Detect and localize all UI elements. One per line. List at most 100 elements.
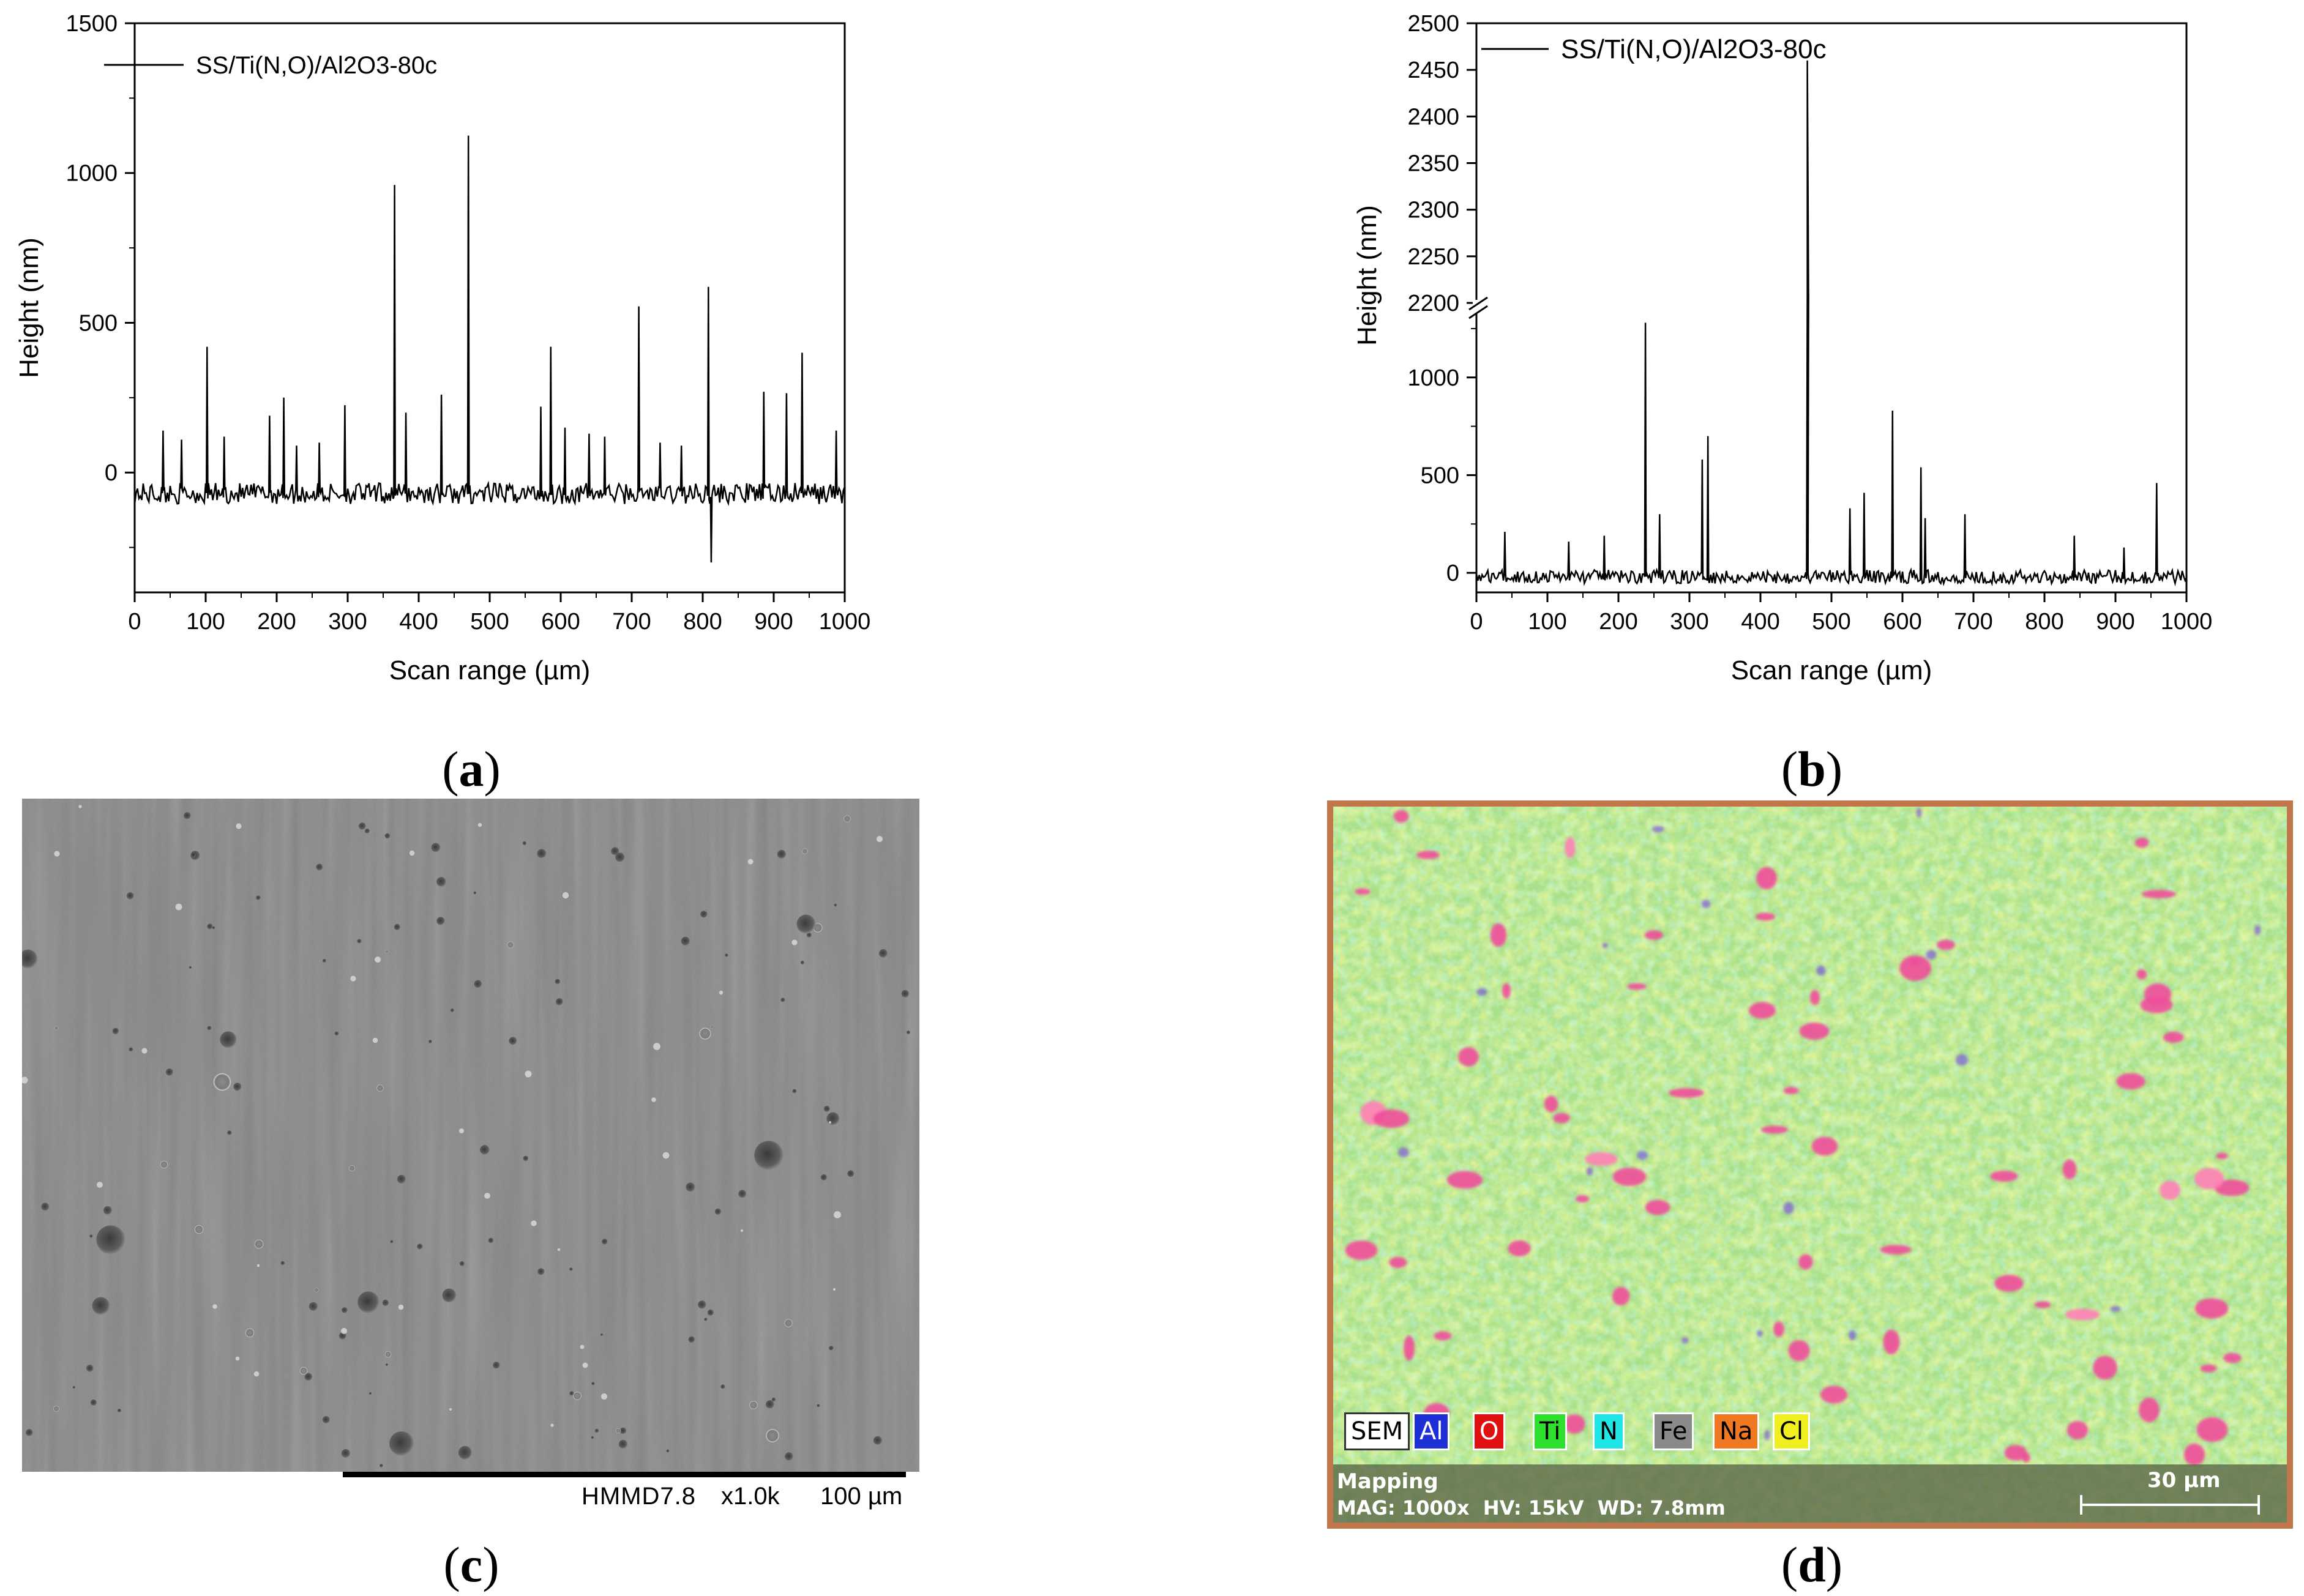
sem-particle — [212, 926, 215, 930]
sem-particle — [714, 1208, 722, 1215]
eds-particle — [1563, 1414, 1585, 1434]
eds-particle — [1434, 1331, 1452, 1341]
chart-a-xtick-label: 700 — [612, 609, 651, 635]
chart-b-xtick-label: 700 — [1954, 609, 1992, 635]
sem-particle — [368, 1392, 372, 1395]
eds-particle — [1880, 1245, 1912, 1255]
sem-particle — [357, 1291, 380, 1313]
sem-particle — [569, 1391, 574, 1396]
chart-b-xtick-label: 800 — [2025, 609, 2063, 635]
sem-particle — [220, 1031, 237, 1048]
eds-legend-al: Al — [1413, 1412, 1450, 1450]
sem-bright-spot — [662, 1152, 670, 1159]
sem-bright-spot — [341, 1328, 347, 1334]
eds-particle — [1749, 1002, 1776, 1019]
sem-particle — [509, 1037, 517, 1045]
eds-particle — [2214, 1179, 2250, 1196]
eds-particle — [1373, 1109, 1410, 1128]
sem-particle — [523, 1155, 529, 1162]
sem-particle — [785, 1452, 793, 1461]
eds-particle-minor — [1757, 1330, 1763, 1337]
sem-bright-spot — [78, 805, 82, 808]
sem-particle — [591, 1436, 594, 1439]
eds-particle-minor — [1637, 1150, 1648, 1160]
sem-particle — [227, 1130, 232, 1135]
sem-particle — [705, 908, 708, 912]
sem-particle — [823, 1105, 831, 1113]
sem-bright-spot — [372, 1037, 378, 1043]
eds-legend-o: O — [1473, 1412, 1506, 1450]
sem-bright-spot — [832, 1288, 836, 1291]
sem-scale-label: 100 µm — [820, 1483, 903, 1510]
sem-particle — [117, 1408, 122, 1413]
sem-particle — [103, 1206, 113, 1215]
eds-particle — [2142, 890, 2176, 898]
sem-particle — [594, 1428, 599, 1433]
sem-particle — [451, 1009, 454, 1012]
chart-a-ytick-label: 500 — [79, 310, 118, 336]
eds-particle — [1644, 930, 1664, 940]
sem-particle — [309, 1302, 318, 1311]
chart-a-ytick-label: 1500 — [65, 11, 118, 37]
sem-particle — [323, 959, 326, 963]
sem-particle — [22, 949, 38, 969]
sem-particle — [384, 833, 391, 839]
eds-particle — [1990, 1171, 2018, 1182]
sem-bright-spot — [791, 939, 798, 945]
sem-particle — [817, 1404, 820, 1408]
sem-bright-spot — [557, 1248, 561, 1251]
sem-particle — [436, 877, 446, 887]
sem-particle — [189, 966, 192, 969]
sem-particle — [364, 828, 370, 834]
sem-particle — [698, 1300, 706, 1309]
chart-a: SS/Ti(N,O)/Al2O3-80c 0 100 200 300 400 500 600… — [14, 11, 870, 685]
eds-particle-minor — [1916, 807, 1922, 818]
sem-particle — [754, 1141, 784, 1170]
sem-particle — [394, 923, 401, 931]
eds-particle — [1508, 1240, 1531, 1257]
sem-particle — [41, 1203, 50, 1211]
sem-particle — [765, 1428, 780, 1443]
sem-particle — [89, 1234, 93, 1238]
sem-particle — [666, 1449, 670, 1453]
eds-particle — [1756, 912, 1775, 921]
sem-particle — [286, 1374, 289, 1377]
sem-particle — [480, 1145, 490, 1155]
eds-particle — [1811, 1136, 1838, 1156]
sem-particle — [901, 990, 910, 998]
sem-bright-spot — [600, 1393, 608, 1400]
sem-particle — [92, 1297, 110, 1315]
sem-particle — [376, 1084, 384, 1092]
sem-bright-spot — [22, 1076, 28, 1084]
sem-bright-spot — [747, 859, 754, 865]
sem-particle — [488, 1237, 494, 1244]
sem-bright-spot — [531, 1220, 537, 1226]
eds-particle — [2144, 983, 2172, 1006]
eds-particle — [1585, 1152, 1618, 1166]
sem-particle — [194, 1225, 204, 1234]
sem-particle — [569, 1267, 573, 1271]
eds-particle — [1544, 1095, 1558, 1113]
sem-particle — [86, 1365, 94, 1372]
sem-bright-spot — [236, 823, 242, 829]
sem-particle — [686, 1182, 695, 1192]
sem-particle — [316, 863, 323, 871]
sem-particle — [72, 1385, 76, 1389]
eds-particle — [2062, 1159, 2077, 1180]
chart-b-xtick-label: 500 — [1812, 609, 1850, 635]
eds-particle — [1798, 1254, 1813, 1270]
sem-particle — [507, 941, 514, 949]
chart-b-ytick-label: 2250 — [1407, 244, 1459, 270]
caption-c: (c) — [443, 1537, 499, 1592]
sem-particle — [436, 917, 445, 925]
sem-bright-spot — [350, 975, 356, 982]
chart-b-xtick-label: 900 — [2096, 609, 2134, 635]
sem-bright-spot — [235, 1356, 240, 1361]
chart-b-ytick-label: 500 — [1421, 463, 1459, 488]
sem-particle — [802, 848, 808, 854]
sem-bright-spot — [525, 1070, 532, 1078]
chart-b-xtick-label: 300 — [1670, 609, 1708, 635]
chart-b-ytick-label: 0 — [1446, 561, 1459, 586]
eds-particle-minor — [1652, 826, 1664, 833]
sem-particle — [847, 1170, 855, 1177]
